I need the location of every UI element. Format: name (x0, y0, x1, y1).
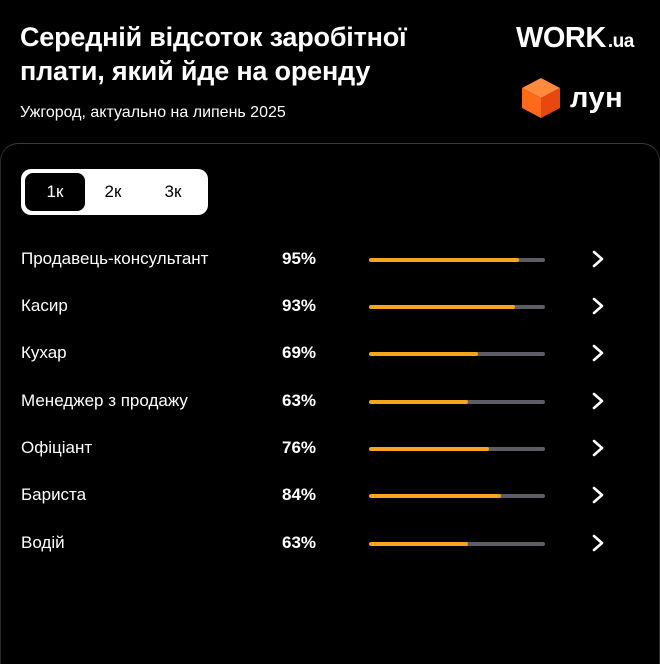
room-count-tabs: 1к 2к 3к (21, 169, 208, 215)
header: Середній відсоток заробітної плати, який… (0, 0, 660, 142)
lun-logo: лун (520, 76, 623, 120)
cube-icon (522, 78, 560, 118)
page-title: Середній відсоток заробітної плати, який… (20, 22, 407, 86)
profession-label: Офіціант (21, 438, 93, 457)
progress-track (369, 494, 545, 498)
profession-label: Продавець-консультант (21, 249, 209, 268)
progress-fill (369, 494, 501, 498)
tab-2k[interactable]: 2к (104, 182, 122, 201)
progress-fill (369, 542, 468, 546)
profession-label: Менеджер з продажу (21, 391, 188, 410)
chevron-right-icon[interactable] (589, 249, 607, 269)
progress-track (369, 305, 545, 309)
progress-fill (369, 305, 516, 309)
lun-logo-text: лун (570, 82, 624, 114)
chevron-right-icon[interactable] (589, 391, 607, 411)
progress-fill (369, 400, 468, 404)
chevron-right-icon[interactable] (589, 296, 607, 316)
progress-track (369, 447, 545, 451)
progress-track (369, 258, 545, 262)
list-item[interactable]: Кухар 69% (1, 338, 660, 368)
percent-value: 63% (282, 391, 317, 410)
list-item[interactable]: Касир 93% (1, 291, 660, 321)
chevron-right-icon[interactable] (589, 485, 607, 505)
work-ua-logo-text: WORK (516, 22, 606, 54)
list-item[interactable]: Офіціант 76% (1, 433, 660, 463)
list-item[interactable]: Продавець-консультант 95% (1, 244, 660, 274)
progress-track (369, 352, 545, 356)
progress-fill (369, 258, 519, 262)
percent-value: 84% (282, 485, 317, 504)
tab-1k[interactable]: 1к (25, 173, 85, 211)
progress-track (369, 400, 545, 404)
percent-value: 63% (282, 533, 317, 552)
profession-label: Касир (21, 296, 68, 315)
work-ua-logo: WORK .ua (516, 22, 634, 58)
list-item[interactable]: Менеджер з продажу 63% (1, 386, 660, 416)
chevron-right-icon[interactable] (589, 533, 607, 553)
work-ua-logo-suffix: .ua (607, 31, 634, 52)
list-item[interactable]: Водій 63% (1, 528, 660, 558)
chevron-right-icon[interactable] (589, 343, 607, 363)
percent-value: 69% (282, 343, 317, 362)
page-subtitle: Ужгород, актуально на липень 2025 (20, 104, 286, 121)
progress-track (369, 542, 545, 546)
profession-label: Бариста (21, 485, 87, 504)
content-panel: 1к 2к 3к Продавець-консультант 95% Касир… (0, 143, 660, 664)
profession-label: Водій (21, 533, 65, 552)
percent-value: 93% (282, 296, 317, 315)
percent-value: 95% (282, 249, 317, 268)
profession-label: Кухар (21, 343, 67, 362)
chevron-right-icon[interactable] (589, 438, 607, 458)
list-item[interactable]: Бариста 84% (1, 480, 660, 510)
tab-3k[interactable]: 3к (164, 182, 182, 201)
progress-fill (369, 352, 479, 356)
percent-value: 76% (282, 438, 317, 457)
progress-fill (369, 447, 489, 451)
